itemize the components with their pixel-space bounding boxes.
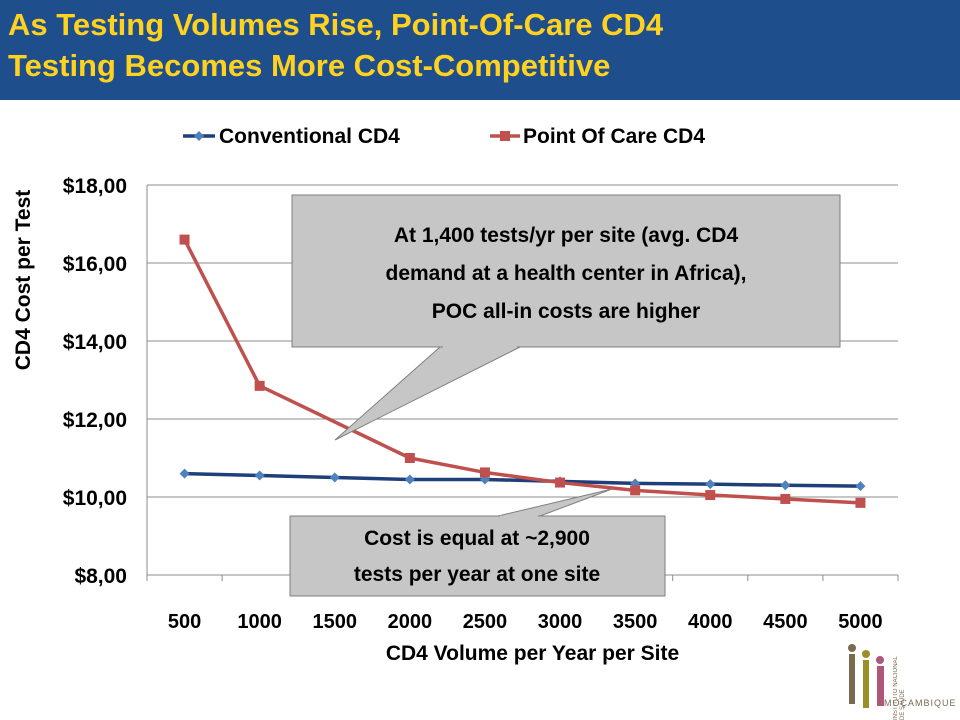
legend-marker-conventional [194,131,204,141]
x-tick-label: 2000 [388,611,433,633]
data-point-poc [479,467,490,478]
x-axis-title: CD4 Volume per Year per Site [386,642,679,665]
series-line-conventional [184,471,861,488]
data-point-conventional [179,468,190,479]
data-point-conventional [404,474,415,485]
data-point-poc [780,493,791,504]
callout-upper-pointer [334,346,521,441]
callout-lower-box [289,515,666,597]
data-point-poc [705,490,716,501]
logo-country-text: MOÇAMBIQUE [884,698,957,708]
x-tick-label: 1000 [237,611,282,633]
data-point-poc [630,485,641,496]
callout-lower-pointer [497,488,613,517]
x-tick-label: 3000 [538,611,583,633]
data-point-conventional [329,472,340,483]
y-tick-label: $8,00 [74,565,127,588]
callout-upper-text-line: At 1,400 tests/yr per site (avg. CD4 [394,224,739,247]
y-tick-label: $14,00 [63,331,127,354]
legend-marker-poc [500,131,510,141]
data-point-conventional [254,470,265,481]
x-tick-label: 1500 [313,611,358,633]
x-tick-label: 4500 [763,611,808,633]
x-tick-label: 5000 [838,611,883,633]
y-tick-label: $10,00 [63,487,127,510]
callout-lower-text-line: Cost is equal at ~2,900 [364,527,590,550]
data-point-conventional [705,479,716,490]
callout-lower-text-line: tests per year at one site [354,563,600,586]
x-tick-label: 4000 [688,611,733,633]
data-point-conventional [855,481,866,492]
title-bar [0,0,960,100]
slide-title: As Testing Volumes Rise, Point-Of-Care C… [8,7,664,83]
x-tick-label: 3500 [613,611,658,633]
x-tick-label: 500 [168,611,201,633]
data-point-poc [404,453,415,463]
y-tick-label: $16,00 [63,253,127,276]
y-axis-title: CD4 Cost per Test [12,190,35,370]
callout-upper-text-line: demand at a health center in Africa), [386,262,747,285]
y-tick-label: $18,00 [63,175,127,198]
legend-label-poc: Point Of Care CD4 [523,125,705,148]
data-point-poc [254,380,265,391]
ins-logo [848,644,884,708]
data-point-poc [855,497,866,508]
line-chart: $18,00 $16,00 $14,00 $12,00 $10,00 $8,00 500 10… [12,125,899,665]
logo-institute-text: INSTITUTO NACIONAL DE SAÚDE [893,656,906,720]
ins-logo-mark [848,644,884,708]
y-tick-label: $12,00 [63,409,127,432]
x-tick-label: 2500 [463,611,508,633]
data-point-conventional [780,480,791,491]
callout-upper-text-line: POC all-in costs are higher [432,300,700,323]
data-point-poc [555,477,566,488]
callout-upper-box [291,194,841,348]
legend-label-conventional: Conventional CD4 [219,125,400,148]
data-point-poc [179,234,190,245]
